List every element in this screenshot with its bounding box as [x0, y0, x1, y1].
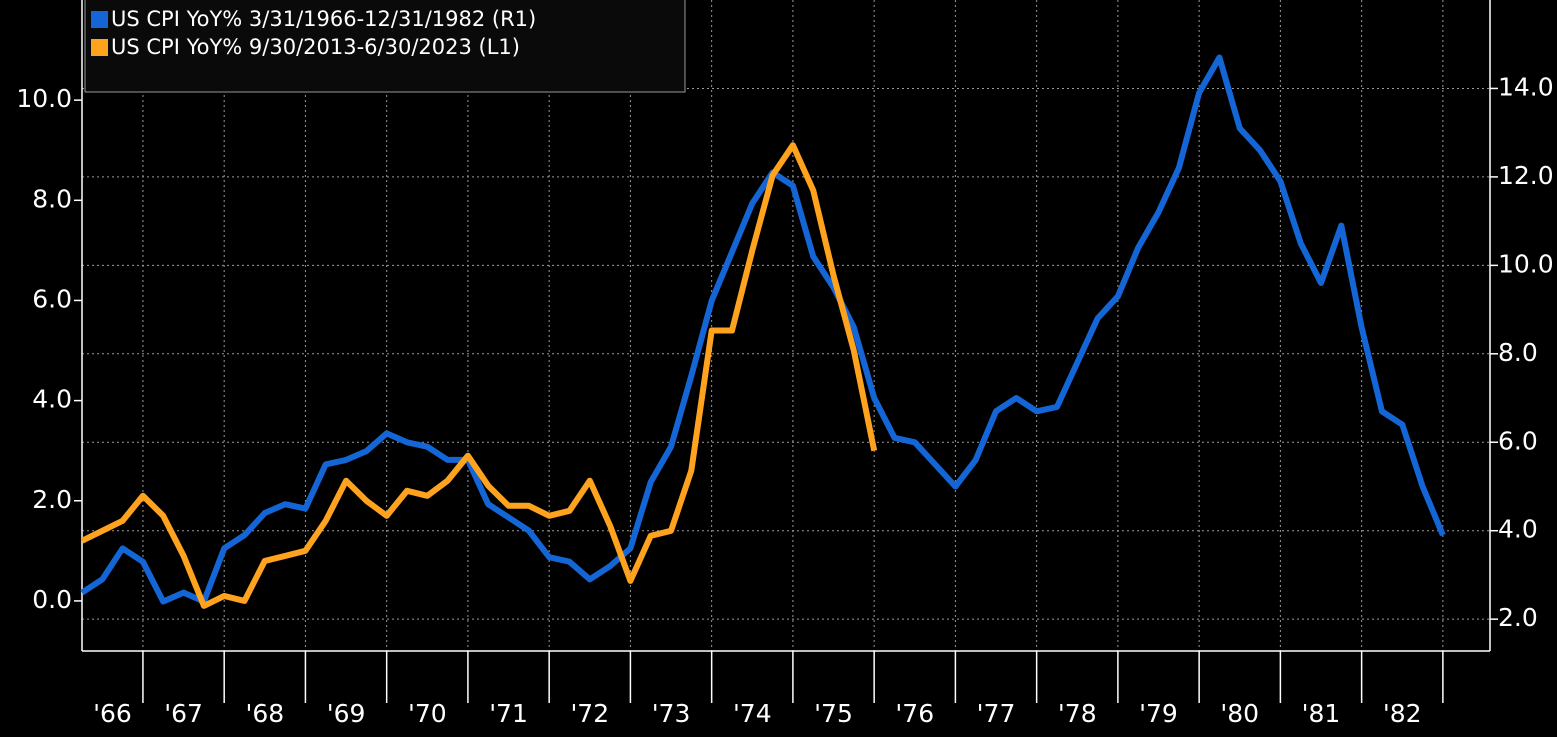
y2-tick-label: 6.0 — [1498, 426, 1538, 455]
series-line — [80, 54, 1446, 605]
x-tick-label: '71 — [489, 699, 528, 728]
legend-box — [84, 0, 686, 93]
legend-swatch — [91, 39, 108, 56]
x-tick-label: '81 — [1302, 699, 1341, 728]
y-tick-label: 6.0 — [32, 284, 72, 313]
legend-swatch — [91, 11, 108, 28]
x-tick-label: '78 — [1058, 699, 1097, 728]
x-tick-label: '69 — [327, 699, 366, 728]
x-tick-label: '67 — [164, 699, 203, 728]
x-tick-label: '80 — [1220, 699, 1259, 728]
legend: US CPI YoY% 3/31/1966-12/31/1982 (R1) US … — [84, 0, 686, 93]
y2-tick-label: 2.0 — [1498, 603, 1538, 632]
y2-tick-label: 14.0 — [1498, 72, 1554, 101]
x-tick-label: '79 — [1139, 699, 1178, 728]
y-tick-label: 2.0 — [32, 485, 72, 514]
legend-label: US CPI YoY% 9/30/2013-6/30/2023 (L1) — [111, 35, 520, 59]
y-tick-label: 8.0 — [32, 184, 72, 213]
y2-tick-label: 10.0 — [1498, 249, 1554, 278]
x-tick-label: '82 — [1383, 699, 1422, 728]
plot-area: 2.0 4.0 6.0 8.0 10.0 12.0 14.0 0.0 2.0 4.0 6.0 8.0 1… — [16, 0, 1554, 728]
series-line — [80, 142, 878, 609]
y2-tick-label: 8.0 — [1498, 338, 1538, 367]
x-tick-label: '76 — [895, 699, 934, 728]
x-tick-label: '72 — [570, 699, 609, 728]
x-tick-label: '68 — [245, 699, 284, 728]
x-tick-label: '73 — [652, 699, 691, 728]
y2-tick-label: 12.0 — [1498, 161, 1554, 190]
y-tick-label: 0.0 — [32, 585, 72, 614]
x-tick-label: '74 — [733, 699, 772, 728]
legend-label: US CPI YoY% 3/31/1966-12/31/1982 (R1) — [111, 7, 536, 31]
x-tick-label: '66 — [93, 699, 132, 728]
y-tick-label: 4.0 — [32, 385, 72, 414]
y-tick-label: 10.0 — [16, 84, 72, 113]
y2-tick-label: 4.0 — [1498, 515, 1538, 544]
x-tick-label: '77 — [977, 699, 1016, 728]
x-tick-label: '70 — [408, 699, 447, 728]
x-tick-label: '75 — [814, 699, 853, 728]
